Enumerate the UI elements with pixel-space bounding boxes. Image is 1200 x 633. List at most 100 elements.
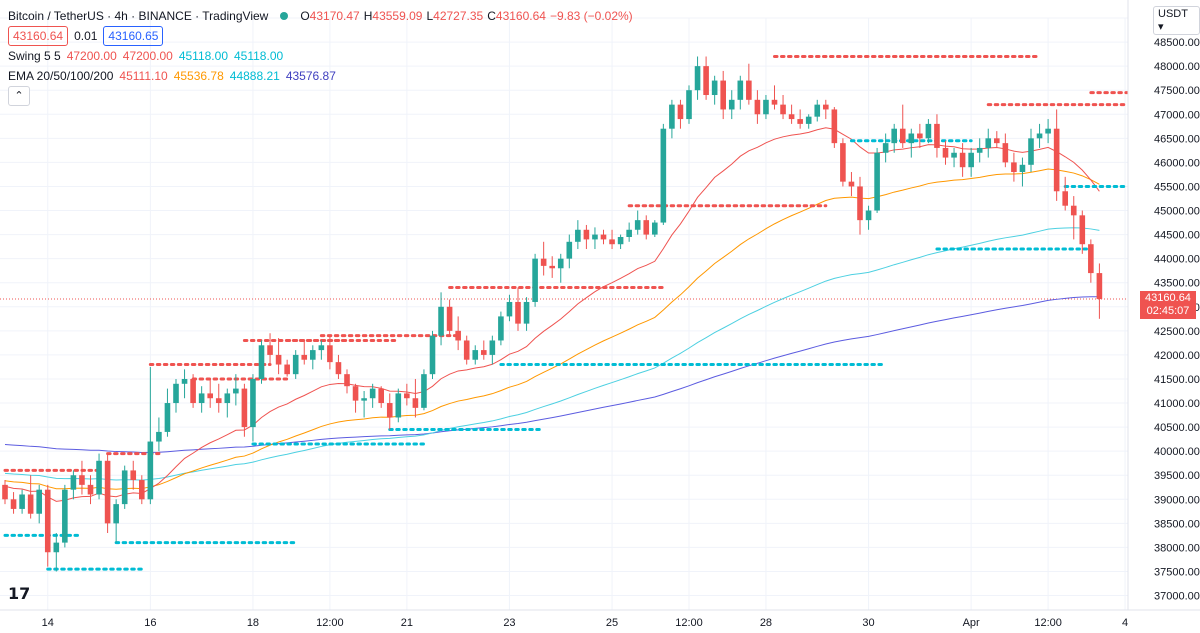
candle-up [865, 210, 872, 221]
spread-value: 0.01 [74, 29, 98, 43]
swing-levels [3, 55, 1200, 571]
candle-up [592, 234, 598, 240]
candle-down [515, 301, 521, 324]
time-tick-label: 23 [503, 617, 515, 629]
candle-up [369, 388, 376, 399]
indicator-value: 45111.10 [119, 69, 168, 83]
candle-down [378, 388, 384, 404]
indicator-value: 45536.78 [173, 69, 224, 83]
sell-button[interactable]: 43160.64 [8, 26, 69, 46]
candle-up [566, 241, 573, 259]
candle-up [472, 350, 479, 360]
candle-up [1028, 138, 1034, 165]
candle-up [1019, 164, 1026, 173]
candle-up [489, 340, 496, 355]
candle-down [386, 403, 393, 418]
candle-down [643, 220, 650, 235]
indicator-value: 45118.00 [178, 49, 228, 63]
candle-down [139, 480, 145, 500]
candle-down [10, 499, 17, 509]
candle-down [2, 484, 8, 500]
ohlc-value: −9.83 (−0.02%) [549, 9, 633, 23]
candle-up [1036, 133, 1043, 139]
time-tick-label: 16 [144, 617, 156, 629]
candle-up [96, 460, 102, 495]
price-tick-label: 42000.00 [1154, 350, 1200, 362]
candle-down [549, 265, 555, 269]
price-tick-label: 45000.00 [1154, 206, 1200, 218]
candle-down [1088, 244, 1094, 274]
candle-down [831, 109, 838, 144]
chart-legend: Bitcoin / TetherUS · 4h · BINANCE · Trad… [8, 6, 637, 106]
price-tick-label: 48500.00 [1154, 37, 1200, 49]
indicator-row[interactable]: Swing 5 5 47200.00 47200.00 45118.00 45118.0… [8, 46, 637, 66]
candle-down [352, 386, 359, 401]
candle-down [267, 345, 273, 355]
candle-up [557, 258, 564, 269]
candle-down [301, 354, 308, 360]
symbol-title[interactable]: Bitcoin / TetherUS · 4h · BINANCE · Trad… [8, 9, 269, 23]
candle-down [27, 494, 34, 514]
ohlc-value: 43160.64 [495, 9, 546, 23]
candle-up [198, 393, 205, 404]
candle-up [652, 222, 658, 235]
candle-up [737, 80, 744, 100]
symbol-row: Bitcoin / TetherUS · 4h · BINANCE · Trad… [8, 6, 637, 26]
tradingview-logo-icon[interactable]: 17 [8, 584, 31, 603]
candle-down [540, 258, 547, 266]
candle-down [215, 398, 222, 404]
candle-up [874, 152, 880, 211]
currency-selector[interactable]: USDT ▾ [1153, 6, 1200, 35]
candle-down [130, 470, 137, 481]
candle-down [780, 104, 786, 115]
time-tick-label: 12:00 [1034, 617, 1062, 629]
price-tick-label: 38500.00 [1154, 518, 1200, 530]
candle-down [1096, 273, 1103, 300]
ohlc-label: C [487, 9, 496, 23]
indicator-row[interactable]: EMA 20/50/100/200 45111.10 45536.78 44888.2… [8, 66, 637, 86]
candle-up [36, 489, 42, 514]
ohlc-value: 43170.47 [309, 9, 360, 23]
time-tick-label: 21 [401, 617, 413, 629]
candle-down [746, 80, 752, 100]
candle-down [857, 186, 863, 221]
candle-up [805, 116, 812, 124]
candle-down [788, 114, 795, 120]
candle-up [891, 128, 897, 144]
ema-lines [4, 127, 1100, 502]
price-tick-label: 39000.00 [1154, 494, 1200, 506]
candle-up [113, 504, 119, 524]
indicator-name: Swing 5 5 [8, 49, 61, 63]
buy-button[interactable]: 43160.65 [103, 26, 164, 46]
candle-up [156, 431, 162, 442]
candle-up [532, 258, 538, 302]
candle-down [823, 104, 829, 110]
indicator-value: 45118.00 [234, 49, 284, 63]
candle-down [840, 143, 846, 182]
candle-down [1002, 143, 1009, 163]
candle-down [609, 239, 615, 245]
price-tick-label: 48000.00 [1154, 61, 1200, 73]
time-tick-label: 28 [760, 617, 772, 629]
candle-up [506, 301, 513, 317]
candle-up [173, 383, 179, 404]
candle-up [814, 104, 821, 117]
candle-up [292, 354, 299, 375]
candle-down [771, 99, 778, 105]
price-tick-label: 41500.00 [1154, 374, 1200, 386]
ohlc-values: O43170.47 H43559.09 L42727.35 C43160.64 −9.8… [300, 8, 636, 24]
grid [0, 17, 1128, 610]
time-tick-label: Apr [963, 617, 980, 629]
indicator-value: 47200.00 [122, 49, 173, 63]
candle-up [882, 143, 889, 153]
price-tick-label: 41000.00 [1154, 398, 1200, 410]
collapse-legend-button[interactable]: ⌃ [8, 86, 30, 106]
candle-up [728, 99, 735, 110]
price-tick-label: 47000.00 [1154, 109, 1200, 121]
bar-countdown: 02:45:07 [1146, 305, 1190, 317]
ema200-line [4, 296, 1100, 454]
ohlc-label: O [300, 9, 310, 23]
price-tick-label: 45500.00 [1154, 181, 1200, 193]
time-tick-label: 4 [1122, 617, 1128, 629]
